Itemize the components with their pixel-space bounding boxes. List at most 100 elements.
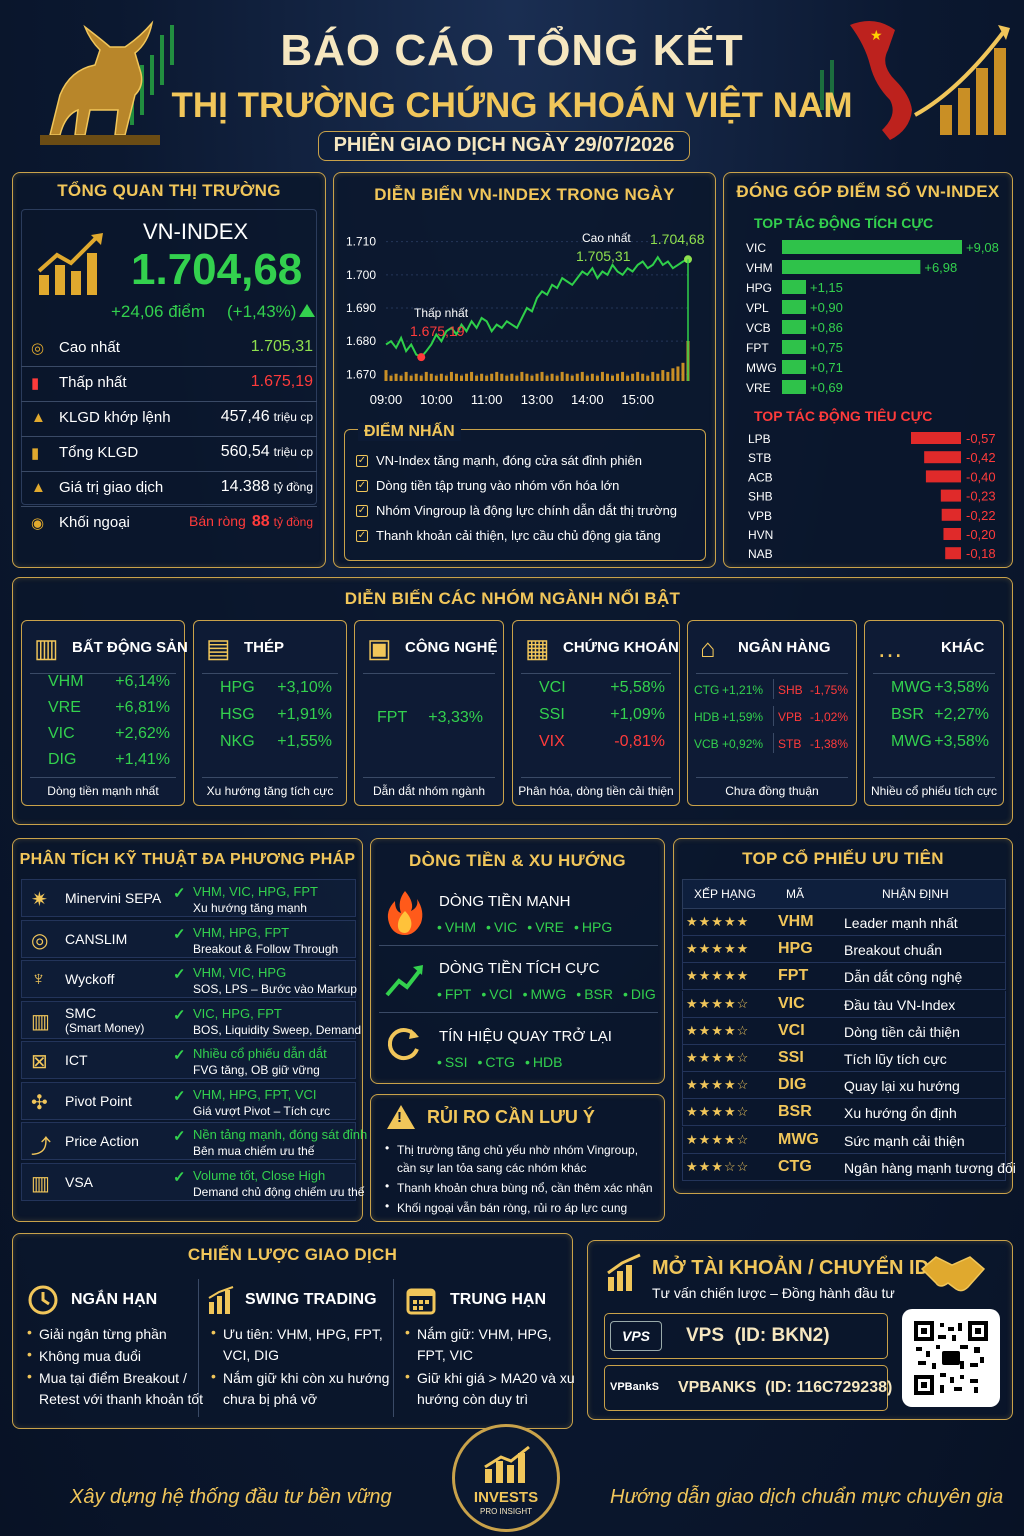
svg-text:★: ★ (870, 28, 883, 44)
sector-note: Xu hướng tăng tích cực (206, 784, 334, 798)
sector-stock-change: +3,33% (428, 709, 483, 726)
strategy-col-title: TRUNG HẠN (450, 1291, 546, 1308)
bullet: • (27, 1324, 32, 1340)
top-stock-code: VCI (778, 1021, 805, 1039)
sectors-title: DIỄN BIẾN CÁC NHÓM NGÀNH NỔI BẬT (344, 589, 681, 608)
rating-stars: ★★★★☆ (686, 1050, 750, 1065)
volume-bar (394, 373, 398, 381)
volume-bar (495, 371, 499, 381)
intraday-panel: DIỄN BIẾN VN-INDEX TRONG NGÀY 1.710 1.700… (333, 172, 716, 568)
volume-bar (454, 373, 458, 381)
overview-row-value: Bán ròng 88 tỷ đồng (189, 513, 313, 531)
clock-icon (28, 1285, 58, 1315)
overview-row-label: Khối ngoại (59, 514, 130, 531)
sector-stock-code: MWG (891, 733, 932, 750)
sector-stock-code: MWG (891, 679, 932, 696)
sector-stock-code: DIG (48, 751, 77, 768)
contribution-title: ĐÓNG GÓP ĐIỂM SỐ VN-INDEX (736, 182, 1000, 201)
top-stock-note: Đầu tàu VN-Index (844, 996, 956, 1013)
overview-value-unit: tỷ đồng (273, 515, 313, 529)
volume-bar (590, 373, 594, 381)
volume-bar (656, 373, 660, 381)
flow-stock-code: FPT (444, 986, 472, 1002)
method-desc: Giá vượt Pivot – Tích cực (193, 1103, 331, 1118)
sectors-panel: DIỄN BIẾN CÁC NHÓM NGÀNH NỔI BẬT ▥ BẤT ĐỘ… (12, 577, 1013, 825)
rating-stars: ★★★☆☆ (686, 1158, 750, 1174)
flow-stock-code: VIC (493, 919, 518, 935)
flow-stock-code: DIG (630, 986, 656, 1002)
y-tick-label: 1.680 (346, 334, 376, 348)
sector-stock-code: SSI (539, 706, 565, 723)
sector-stock-change: +3,58% (934, 679, 989, 696)
foreign-net-label: Bán ròng (189, 513, 246, 529)
bullet: • (481, 986, 487, 1002)
strategy-item: Mua tại điểm Breakout / Retest với thanh… (39, 1370, 204, 1407)
price-action-icon: ⤴ (31, 1136, 51, 1158)
positive-bar (782, 380, 806, 394)
x-tick-label: 10:00 (420, 392, 453, 407)
method-stocks: Nền tảng mạnh, đóng sát đỉnh (193, 1127, 368, 1142)
sector-stock-change: +3,10% (277, 679, 332, 696)
vpbanks-row[interactable] (604, 1365, 888, 1411)
vps-row[interactable] (604, 1313, 888, 1359)
top-stocks-panel: TOP CỔ PHIẾU ƯU TIÊN XẾP HẠNG MÃ NHẬN ĐỊ… (673, 838, 1016, 1194)
flow-stock-code: SSI (444, 1054, 468, 1070)
flow-title: DÒNG TIỀN & XU HƯỚNG (409, 851, 626, 870)
top-stock-note: Dẫn dắt công nghệ (844, 969, 963, 986)
check-icon: ✓ (173, 925, 186, 943)
volume-bar (490, 373, 494, 381)
low-point (417, 353, 426, 362)
overview-row-label: Tổng KLGD (59, 444, 139, 461)
overview-row-label: Giá trị giao dịch (59, 479, 164, 496)
bullet: • (486, 919, 491, 935)
low-value: 1.675,19 (410, 323, 465, 339)
check-icon: ✓ (173, 1047, 186, 1064)
method-desc: BOS, Liquidity Sweep, Demand (193, 1022, 362, 1037)
sector-stock-change: +6,81% (115, 699, 170, 716)
checkbox-icon: ✓ (356, 480, 368, 492)
market-overview-panel: TỔNG QUAN THỊ TRƯỜNG VN-INDEX 1.704,68 +… (12, 172, 326, 568)
negative-category: SHB (748, 490, 773, 504)
method-subname: (Smart Money) (65, 1020, 145, 1035)
bullet: • (573, 919, 579, 935)
handshake-icon (920, 1256, 986, 1292)
sector-card[interactable]: ▤ THÉP HPG +3,10% HSG +1,91% NKG +1,55% Xu hướng… (193, 620, 347, 806)
negative-bar (911, 432, 961, 444)
sector-card[interactable]: … KHÁC MWG +3,58% BSR +2,27% MWG +3,58% Nhiều cổ… (864, 620, 1004, 806)
sector-card[interactable]: ▥ BẤT ĐỘNG SẢN VHM +6,14% VRE +6,81% VIC +2,62%… (21, 620, 188, 806)
index-change-pct: (+1,43%) (227, 302, 297, 321)
volume-bar (666, 371, 670, 381)
method-desc: Bên mua chiếm ưu thế (193, 1144, 315, 1158)
positive-value-label: +0,71 (810, 360, 843, 375)
volume-bar (540, 371, 544, 381)
flow-stock-code: CTG (485, 1054, 515, 1070)
sector-stock-code: HPG (220, 679, 255, 696)
sector-card[interactable]: ⌂ NGÂN HÀNG CTG +1,21% SHB -1,75% HDB +1,59% VPB… (687, 620, 857, 806)
negative-value-label: -0,23 (966, 489, 996, 504)
volume-bar (600, 371, 604, 381)
flow-stock: • VCI (481, 986, 512, 1002)
sector-card[interactable]: ▦ CHỨNG KHOÁN VCI +5,58% SSI +1,09% VIX -0,81% P… (512, 620, 680, 806)
strategy-item: Ưu tiên: VHM, HPG, FPT, VCI, DIG (223, 1326, 383, 1363)
volume-bar (434, 375, 438, 381)
vps-account: VPS (ID: BKN2) (686, 1325, 830, 1346)
volume-bar (616, 373, 620, 381)
method-stocks: VIC, HPG, FPT (193, 1005, 282, 1021)
top-stock-code: HPG (778, 940, 813, 958)
vps-logo: VPS (610, 1321, 662, 1351)
qr-code[interactable] (902, 1309, 1000, 1407)
negative-value-label: -0,20 (966, 527, 996, 542)
flow-stock-code: BSR (584, 986, 613, 1002)
up-arrow-icon (299, 304, 315, 317)
sector-note: Dẫn dắt nhóm ngành (372, 784, 486, 798)
sector-card[interactable]: ▣ CÔNG NGHỆ FPT +3,33% Dẫn dắt nhóm ngành (354, 620, 504, 806)
top-stock-note: Quay lại xu hướng (844, 1078, 960, 1095)
overview-value-unit: triệu cp (273, 410, 313, 424)
top-header-rank: XẾP HẠNG (694, 887, 756, 901)
volume-bar (651, 371, 655, 381)
volume-bar (429, 373, 433, 381)
bank-stock-down-change: -1,02% (810, 710, 849, 724)
sector-stock-change: +1,55% (277, 733, 332, 750)
warning-icon (387, 1105, 415, 1129)
negative-category: VPB (748, 509, 772, 523)
